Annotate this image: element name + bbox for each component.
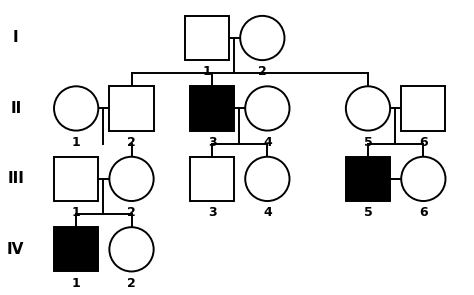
- Bar: [190, 86, 234, 131]
- Text: I: I: [13, 30, 18, 45]
- Bar: [54, 227, 98, 271]
- Text: 2: 2: [127, 206, 136, 219]
- Ellipse shape: [109, 227, 154, 271]
- Text: 2: 2: [258, 65, 267, 78]
- Ellipse shape: [240, 16, 284, 60]
- Ellipse shape: [109, 157, 154, 201]
- Ellipse shape: [401, 157, 446, 201]
- Text: 5: 5: [364, 136, 373, 149]
- Bar: [346, 157, 390, 201]
- Bar: [190, 157, 234, 201]
- Ellipse shape: [245, 86, 290, 131]
- Text: 2: 2: [127, 276, 136, 289]
- Text: 4: 4: [263, 136, 272, 149]
- Text: 3: 3: [208, 136, 216, 149]
- Text: 1: 1: [72, 206, 81, 219]
- Text: 4: 4: [263, 206, 272, 219]
- Text: 3: 3: [208, 206, 216, 219]
- Bar: [109, 86, 154, 131]
- Text: IV: IV: [7, 242, 25, 257]
- Text: 1: 1: [202, 65, 211, 78]
- Ellipse shape: [54, 86, 98, 131]
- Bar: [185, 16, 229, 60]
- Text: 6: 6: [419, 136, 428, 149]
- Text: 5: 5: [364, 206, 373, 219]
- Bar: [401, 86, 446, 131]
- Ellipse shape: [346, 86, 390, 131]
- Ellipse shape: [245, 157, 290, 201]
- Text: 1: 1: [72, 136, 81, 149]
- Text: III: III: [7, 171, 24, 186]
- Bar: [54, 157, 98, 201]
- Text: II: II: [10, 101, 21, 116]
- Text: 2: 2: [127, 136, 136, 149]
- Text: 1: 1: [72, 276, 81, 289]
- Text: 6: 6: [419, 206, 428, 219]
